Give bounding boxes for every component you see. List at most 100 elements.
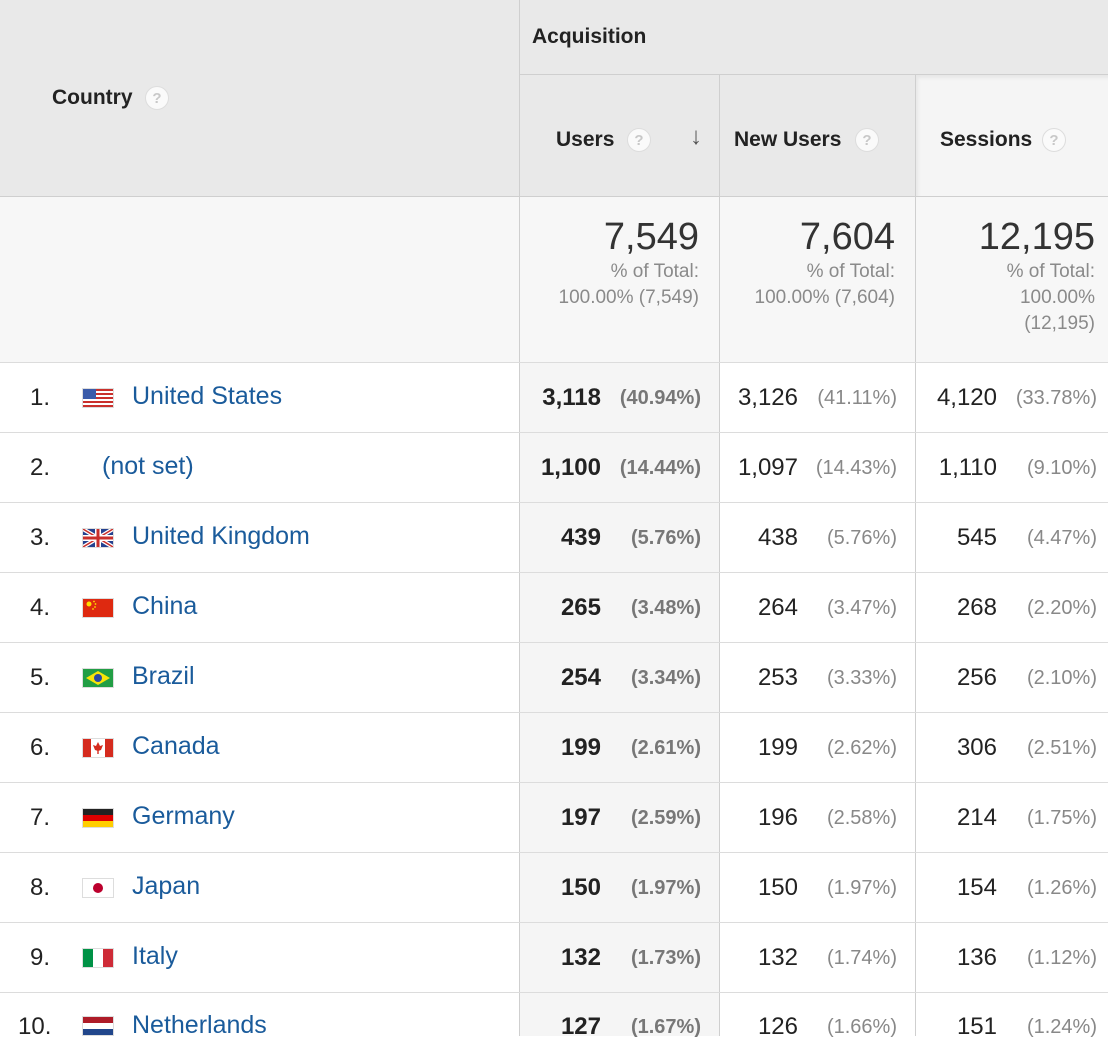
new-users-value: 132 [757, 944, 798, 971]
totals-row [0, 197, 1108, 363]
row-rank: 8. [30, 874, 51, 901]
new-users-column-header[interactable]: New Users [734, 128, 842, 151]
new-users-percent: (3.47%) [826, 597, 897, 619]
new-users-percent: (2.58%) [826, 807, 897, 829]
sessions-percent: (9.10%) [1026, 457, 1097, 479]
sessions-percent: (1.26%) [1026, 877, 1097, 899]
row-divider [0, 712, 1108, 713]
new-users-percent: (1.97%) [826, 877, 897, 899]
sessions-total-value: 12,195 [978, 216, 1095, 258]
users-percent: (1.97%) [630, 877, 701, 899]
users-percent: (3.34%) [630, 667, 701, 689]
users-percent: (2.59%) [630, 807, 701, 829]
sessions-percent: (2.51%) [1026, 737, 1097, 759]
sessions-value: 268 [956, 594, 997, 621]
users-value: 254 [560, 664, 601, 691]
users-cell-bg [519, 853, 719, 923]
users-help-icon[interactable]: ? [627, 128, 651, 152]
sessions-value: 4,120 [936, 384, 997, 411]
country-link[interactable]: Netherlands [132, 1011, 267, 1039]
users-cell-bg [519, 573, 719, 643]
users-percent: (1.67%) [630, 1016, 701, 1038]
country-link[interactable]: Brazil [132, 662, 195, 690]
new-users-value: 253 [757, 664, 798, 691]
users-total: 7,549 % of Total: 100.00% (7,549) [519, 216, 700, 311]
germany-flag-icon [82, 808, 114, 828]
new-users-value: 1,097 [737, 454, 798, 481]
users-cell-bg [519, 783, 719, 853]
row-rank: 3. [30, 524, 51, 551]
users-value: 127 [560, 1013, 601, 1040]
country-help-icon[interactable]: ? [145, 86, 169, 110]
users-value: 197 [560, 804, 601, 831]
sessions-percent: (1.75%) [1026, 807, 1097, 829]
sessions-total-count: (12,195) [1024, 313, 1095, 334]
country-link[interactable]: United Kingdom [132, 522, 310, 550]
users-cell-bg [519, 433, 719, 503]
italy-flag-icon [82, 948, 114, 968]
users-percent: (14.44%) [619, 457, 701, 479]
new-users-value: 3,126 [737, 384, 798, 411]
users-total-value: 7,549 [603, 216, 699, 258]
brazil-flag-icon [82, 668, 114, 688]
country-link[interactable]: Germany [132, 802, 235, 830]
new-users-percent: (1.66%) [826, 1016, 897, 1038]
row-rank: 2. [30, 454, 51, 481]
sessions-value: 154 [956, 874, 997, 901]
row-divider [0, 922, 1108, 923]
row-divider [0, 432, 1108, 433]
sessions-header-cell[interactable] [915, 75, 1108, 197]
users-cell-bg [519, 503, 719, 573]
header-divider [519, 74, 1108, 75]
new-users-percent: (3.33%) [826, 667, 897, 689]
row-divider [0, 782, 1108, 783]
users-value: 3,118 [542, 384, 601, 411]
new-users-value: 199 [757, 734, 798, 761]
netherlands-flag-icon [82, 1016, 114, 1036]
sessions-percent: (33.78%) [1015, 387, 1097, 409]
sessions-percent: (1.12%) [1026, 947, 1097, 969]
users-cell-bg [519, 363, 719, 433]
new-users-help-icon[interactable]: ? [855, 128, 879, 152]
row-rank: 7. [30, 804, 51, 831]
sessions-value: 136 [956, 944, 997, 971]
users-header-cell[interactable] [519, 75, 719, 197]
users-value: 132 [560, 944, 601, 971]
users-column-header[interactable]: Users [556, 128, 615, 151]
country-link[interactable]: Japan [132, 872, 201, 900]
country-link[interactable]: Canada [132, 732, 220, 760]
new-users-percent: (5.76%) [826, 527, 897, 549]
sessions-total: 12,195 % of Total: 100.00% (12,195) [915, 216, 1095, 337]
country-link[interactable]: China [132, 592, 198, 620]
column-divider [915, 75, 916, 1036]
country-link[interactable]: United States [132, 382, 283, 410]
sessions-help-icon[interactable]: ? [1042, 128, 1066, 152]
sessions-total-percent: 100.00% [1019, 287, 1095, 308]
country-link[interactable]: (not set) [102, 452, 194, 480]
acquisition-group-header [519, 0, 1108, 75]
users-cell-bg [519, 993, 719, 1036]
row-rank: 4. [30, 594, 51, 621]
users-percent: (5.76%) [630, 527, 701, 549]
china-flag-icon [82, 598, 114, 618]
new-users-value: 264 [757, 594, 798, 621]
row-divider [0, 992, 1108, 993]
new-users-header-cell[interactable] [719, 75, 915, 197]
row-divider [0, 642, 1108, 643]
new-users-total-value: 7,604 [799, 216, 895, 258]
users-cell-bg [519, 643, 719, 713]
users-value: 265 [560, 594, 601, 621]
new-users-value: 150 [757, 874, 798, 901]
users-total-label: % of Total: [610, 261, 699, 282]
new-users-percent: (41.11%) [817, 387, 897, 409]
users-value: 1,100 [540, 454, 601, 481]
sessions-value: 545 [956, 524, 997, 551]
users-value: 439 [560, 524, 601, 551]
sessions-column-header[interactable]: Sessions [940, 128, 1033, 151]
country-link[interactable]: Italy [132, 942, 178, 970]
users-cell-bg [519, 923, 719, 993]
us-flag-icon [82, 388, 114, 408]
row-rank: 5. [30, 664, 51, 691]
country-column-header[interactable]: Country [52, 86, 133, 109]
sort-descending-icon[interactable]: ↓ [690, 123, 702, 150]
